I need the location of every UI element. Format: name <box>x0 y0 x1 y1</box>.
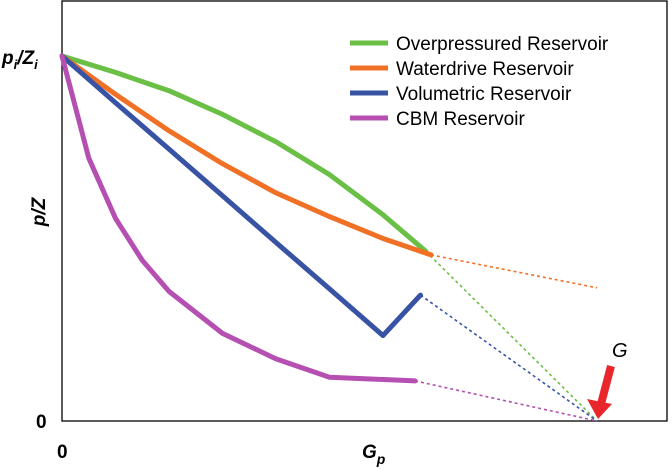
series-cbm-reservoir-extrapolation <box>414 380 598 422</box>
series-volumetric-reservoir-extrapolation <box>420 294 598 422</box>
series-layer <box>59 53 598 422</box>
series-waterdrive-reservoir-line <box>59 53 434 258</box>
g-annotation-label: G <box>612 340 628 362</box>
legend-label-cbm-reservoir: CBM Reservoir <box>396 109 525 130</box>
y-tick-zero: 0 <box>36 412 47 433</box>
legend: Overpressured Reservoir Waterdrive Reserv… <box>350 34 609 130</box>
y-tick-top: pi/Zi <box>1 48 38 72</box>
legend-label-overpressured-reservoir: Overpressured Reservoir <box>396 34 609 55</box>
series-volumetric-reservoir-line <box>59 53 423 339</box>
series-waterdrive-reservoir-extrapolation <box>430 254 598 289</box>
legend-label-waterdrive-reservoir: Waterdrive Reservoir <box>396 59 574 80</box>
plot-frame <box>61 0 668 422</box>
x-tick-zero: 0 <box>57 442 68 463</box>
series-overpressured-reservoir-line <box>59 53 429 254</box>
x-axis-label: Gp <box>362 442 386 467</box>
series-cbm-reservoir-line <box>59 53 418 384</box>
series-overpressured-reservoir-extrapolation <box>425 250 598 422</box>
g-arrow <box>587 364 615 419</box>
y-axis-label: p/Z <box>29 196 50 227</box>
legend-label-volumetric-reservoir: Volumetric Reservoir <box>396 84 572 105</box>
